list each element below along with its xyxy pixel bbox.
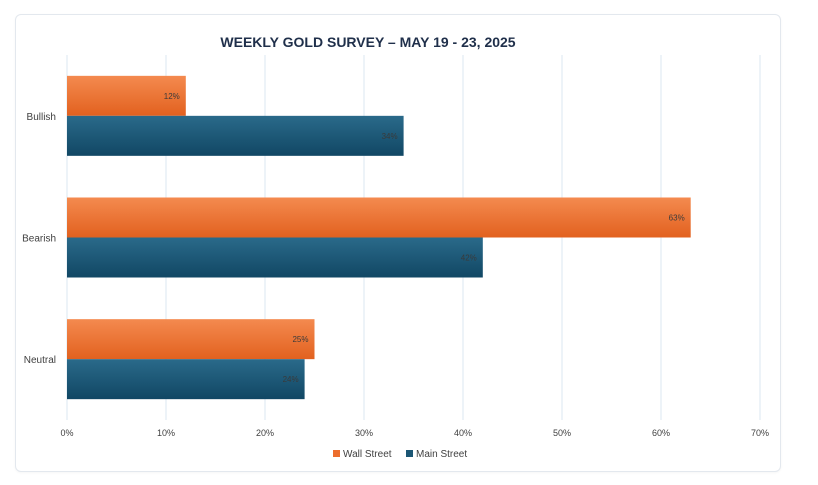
chart-title: WEEKLY GOLD SURVEY – MAY 19 - 23, 2025 xyxy=(220,34,515,50)
x-tick-label: 60% xyxy=(652,428,670,438)
data-label: 42% xyxy=(461,254,477,263)
data-label: 34% xyxy=(382,132,398,141)
legend: Wall Street Main Street xyxy=(333,449,467,460)
x-tick-label: 0% xyxy=(60,428,73,438)
bar-main-street-bullish xyxy=(67,115,404,156)
bar-wall-street-bearish xyxy=(67,197,691,238)
x-tick-label: 10% xyxy=(157,428,175,438)
x-tick-label: 20% xyxy=(256,428,274,438)
category-label: Bearish xyxy=(22,234,56,245)
bar-wall-street-neutral xyxy=(67,319,315,360)
x-axis-tick-labels: 0% 10% 20% 30% 40% 50% 60% 70% xyxy=(60,428,769,438)
data-label: 63% xyxy=(669,214,685,223)
data-label: 25% xyxy=(292,335,308,344)
x-tick-label: 50% xyxy=(553,428,571,438)
legend-label-wall-street: Wall Street xyxy=(343,449,392,460)
x-tick-label: 70% xyxy=(751,428,769,438)
category-label: Neutral xyxy=(24,355,56,366)
category-label: Bullish xyxy=(27,112,56,123)
bar-wall-street-bullish xyxy=(67,75,186,116)
category-labels: Bullish Bearish Neutral xyxy=(22,112,56,366)
bar-main-street-neutral xyxy=(67,359,305,400)
x-tick-label: 30% xyxy=(355,428,373,438)
bars: 12% 34% 63% 42% 25% 24% xyxy=(67,75,691,400)
bar-main-street-bearish xyxy=(67,237,483,278)
legend-label-main-street: Main Street xyxy=(416,449,467,460)
legend-swatch-main-street xyxy=(406,450,413,457)
legend-swatch-wall-street xyxy=(333,450,340,457)
data-label: 12% xyxy=(164,92,180,101)
x-tick-label: 40% xyxy=(454,428,472,438)
data-label: 24% xyxy=(283,375,299,384)
